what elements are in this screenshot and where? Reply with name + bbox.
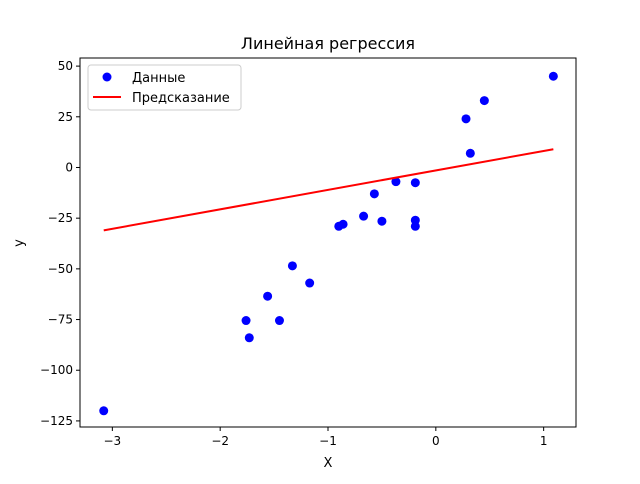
data-point [377, 216, 387, 226]
x-tick-label: 1 [540, 434, 548, 448]
x-axis-label: X [324, 456, 333, 471]
y-axis-label: y [12, 239, 27, 247]
y-tick-label: −100 [40, 363, 73, 377]
data-point [274, 316, 284, 326]
y-tick-label: 0 [65, 160, 73, 174]
data-point [263, 291, 273, 301]
legend-label: Данные [132, 71, 185, 86]
plot-area: −3 −2 −1 0 1 50 25 0 −25 −50 −75 −100 −125 Данные Пред… [40, 57, 577, 448]
y-tick-label: 25 [58, 110, 73, 124]
x-tick-label: −1 [319, 434, 337, 448]
y-tick-label: −75 [48, 313, 73, 327]
y-tick-label: 50 [58, 59, 73, 73]
x-tick-label: 0 [432, 434, 440, 448]
data-point [410, 221, 420, 231]
legend-label: Предсказание [132, 91, 230, 106]
legend-box [87, 64, 242, 111]
data-point [338, 219, 348, 229]
data-point [305, 278, 315, 288]
regression-line [103, 148, 554, 232]
data-point [548, 71, 558, 81]
y-tick-label: −125 [40, 414, 73, 428]
data-point [465, 148, 475, 158]
data-point [391, 177, 401, 187]
axes-frame [79, 57, 577, 428]
data-point [287, 261, 297, 271]
x-tick-label: −3 [103, 434, 121, 448]
data-point [241, 316, 251, 326]
data-point [369, 189, 379, 199]
y-tick-label: −25 [48, 211, 73, 225]
x-tick-label: −2 [211, 434, 229, 448]
y-tick-label: −50 [48, 262, 73, 276]
data-point [359, 211, 369, 221]
data-point [461, 114, 471, 124]
data-point [99, 406, 109, 416]
chart-title: Линейная регрессия [241, 34, 415, 53]
data-point [410, 178, 420, 188]
data-point [479, 96, 489, 106]
legend-point-marker [102, 72, 112, 82]
data-point [244, 333, 254, 343]
